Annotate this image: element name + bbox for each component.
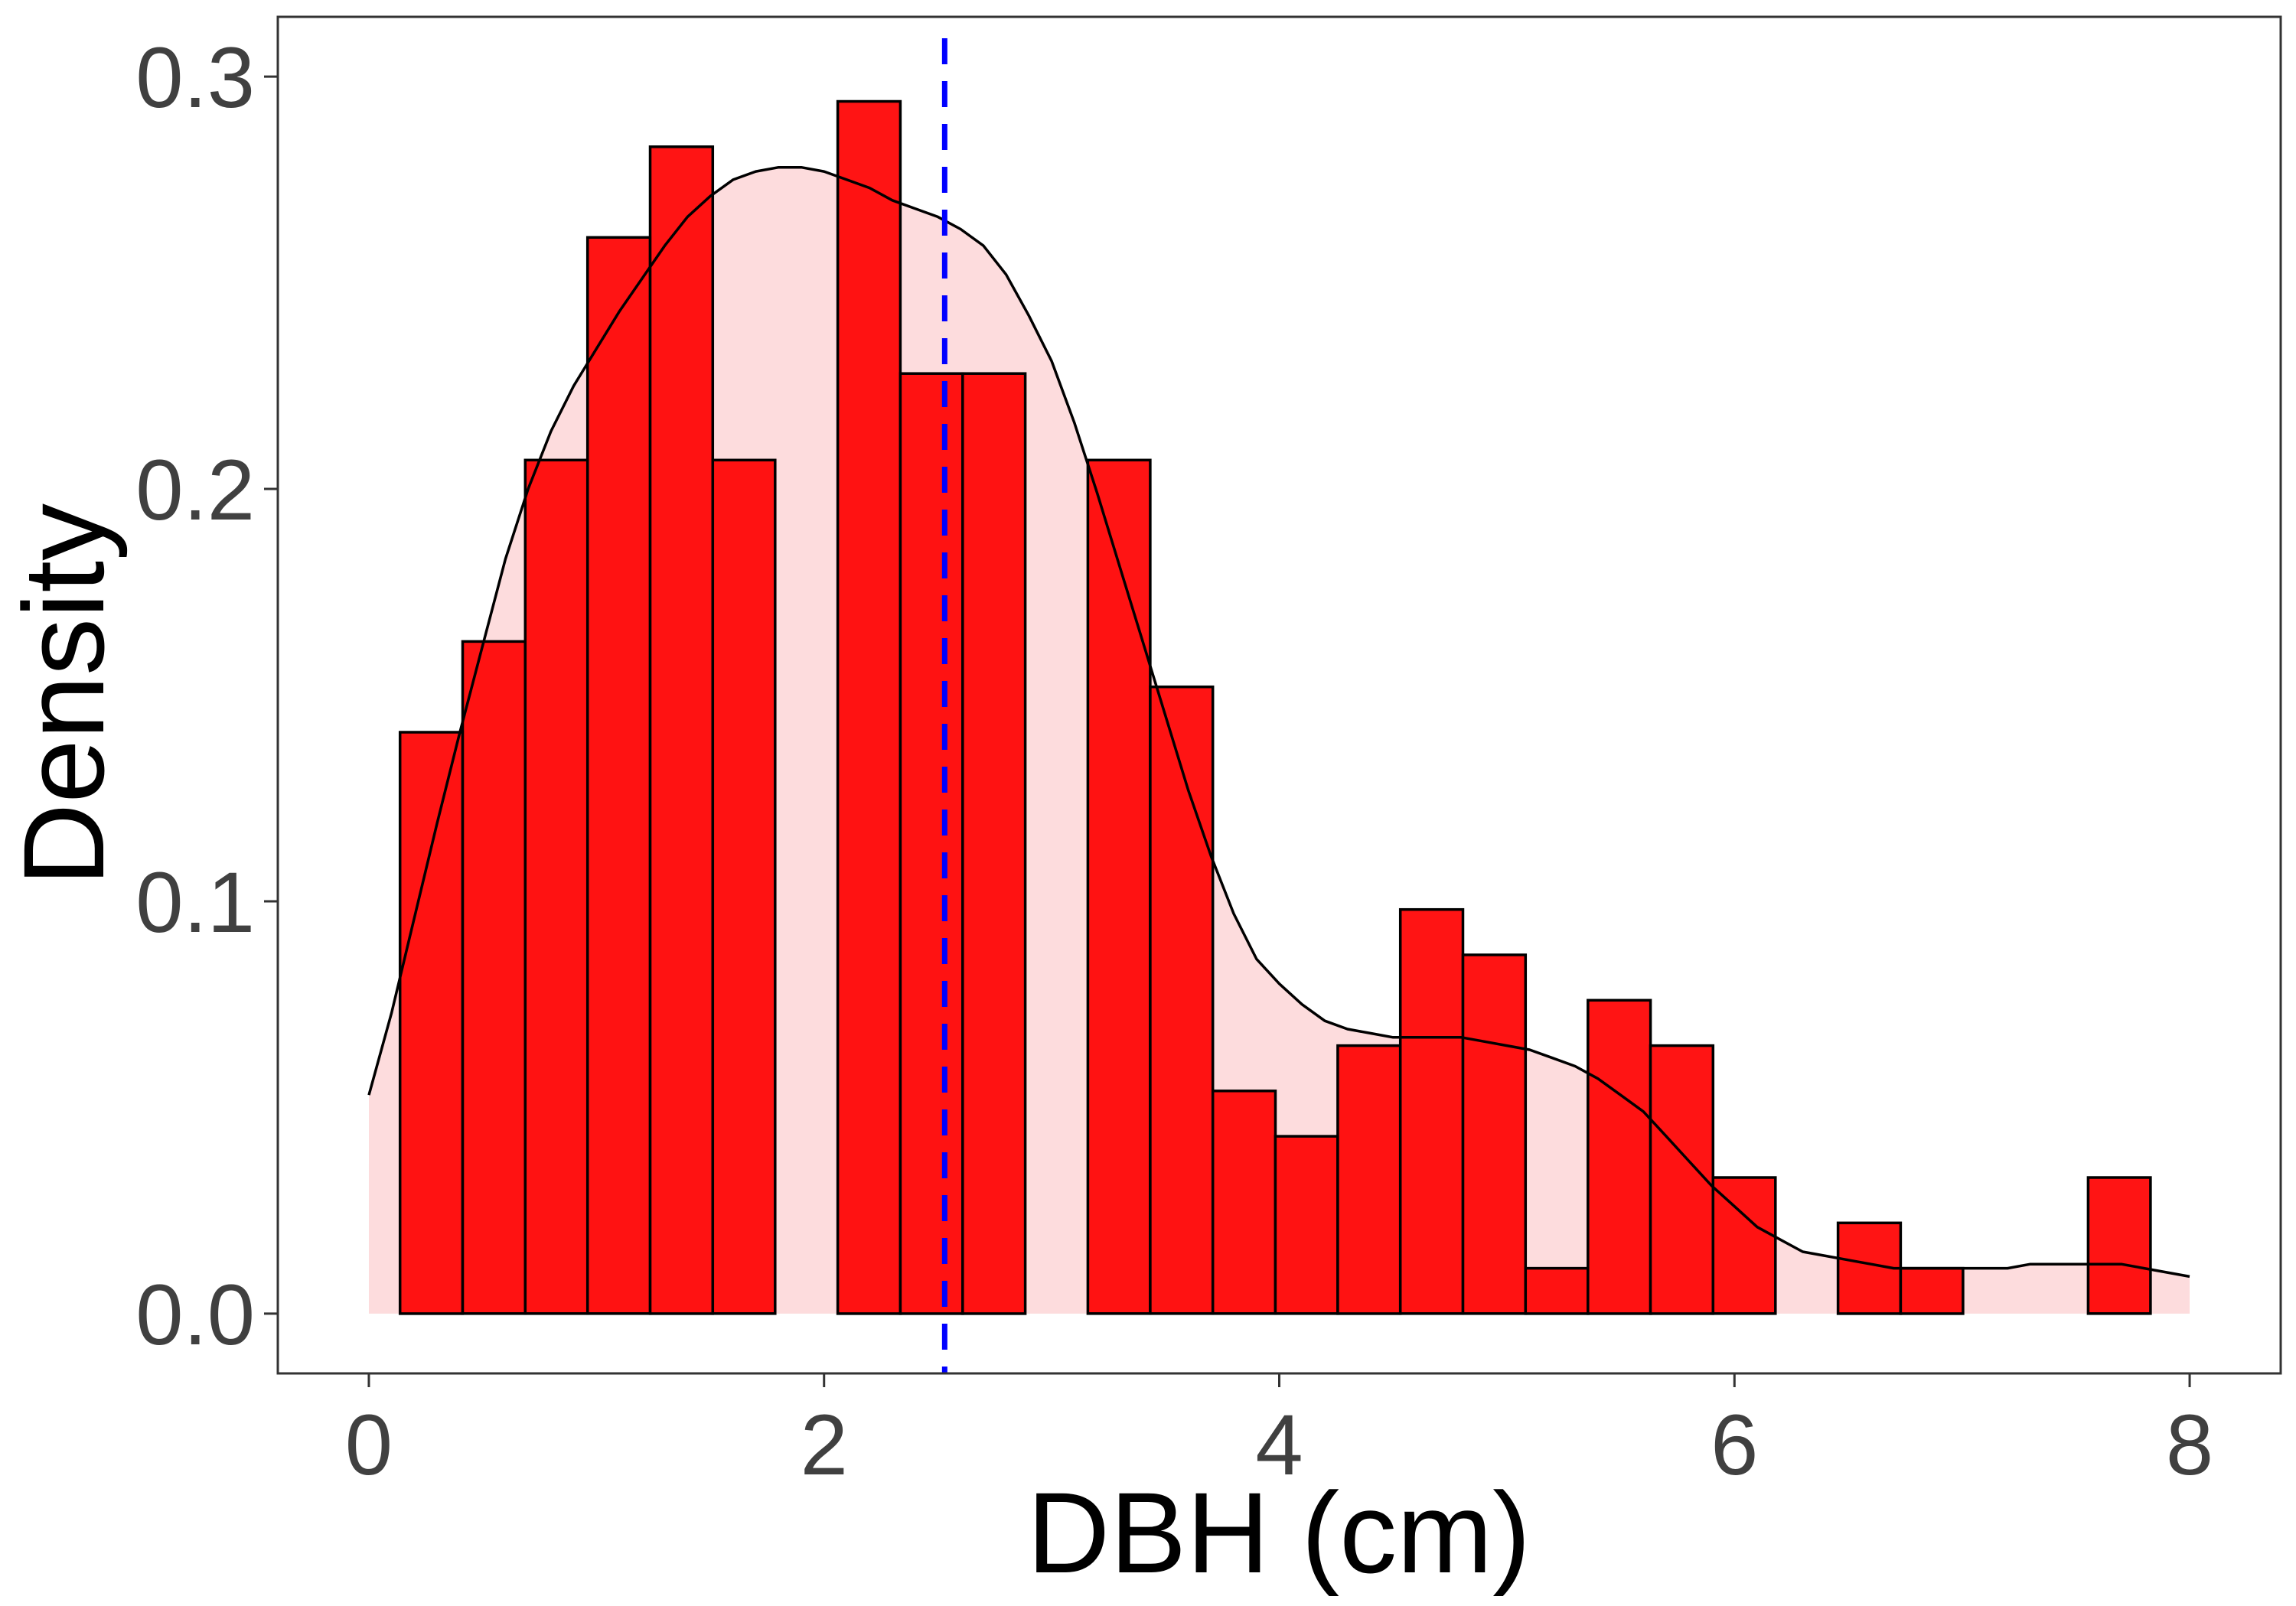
density-curve-layer <box>367 165 2190 1279</box>
histogram-bar <box>711 458 777 1315</box>
histogram-bar <box>1899 1266 1965 1315</box>
histogram-bar <box>1524 1266 1590 1315</box>
x-tick-label: 0 <box>345 1397 393 1493</box>
histogram-bar <box>1086 458 1152 1315</box>
x-tick-label: 6 <box>1711 1397 1758 1493</box>
histogram-bar <box>1461 953 1528 1315</box>
histogram-bar <box>1336 1044 1402 1315</box>
density-area-layer <box>368 167 2190 1314</box>
axes-layer: 0 2 4 6 8 0.0 0.1 0.2 0.3 <box>135 30 2213 1493</box>
histogram-bar <box>899 372 964 1315</box>
histogram-bar <box>1649 1044 1715 1315</box>
y-tick-label: 0.1 <box>135 855 255 950</box>
density-curve <box>367 165 2190 1279</box>
histogram-bar <box>585 236 652 1315</box>
x-tick-label: 4 <box>1255 1397 1303 1493</box>
histogram-bar <box>1274 1135 1339 1315</box>
y-tick-label: 0.3 <box>135 30 255 125</box>
histogram-bar <box>461 640 527 1315</box>
histogram-bar <box>961 372 1027 1315</box>
x-tick-label: 2 <box>801 1397 848 1493</box>
histogram-bar <box>523 458 589 1315</box>
x-axis-title: DBH (cm) <box>1027 1468 1531 1597</box>
histogram-bar <box>1149 685 1215 1315</box>
density-area <box>368 167 2190 1314</box>
histogram-bar <box>1587 998 1652 1315</box>
histogram-bar <box>2086 1176 2152 1315</box>
histogram-bars <box>398 99 2152 1315</box>
histogram-bar <box>1211 1090 1277 1315</box>
x-tick-label: 8 <box>2166 1397 2213 1493</box>
histogram-bar <box>1398 907 1465 1315</box>
y-axis-title: Density <box>0 503 128 886</box>
histogram-bar <box>398 731 465 1315</box>
y-tick-label: 0.2 <box>135 442 255 538</box>
y-tick-label: 0.0 <box>135 1267 255 1363</box>
histogram-bar <box>836 99 902 1315</box>
histogram-bar <box>1711 1176 1777 1315</box>
histogram-bar <box>648 145 715 1315</box>
